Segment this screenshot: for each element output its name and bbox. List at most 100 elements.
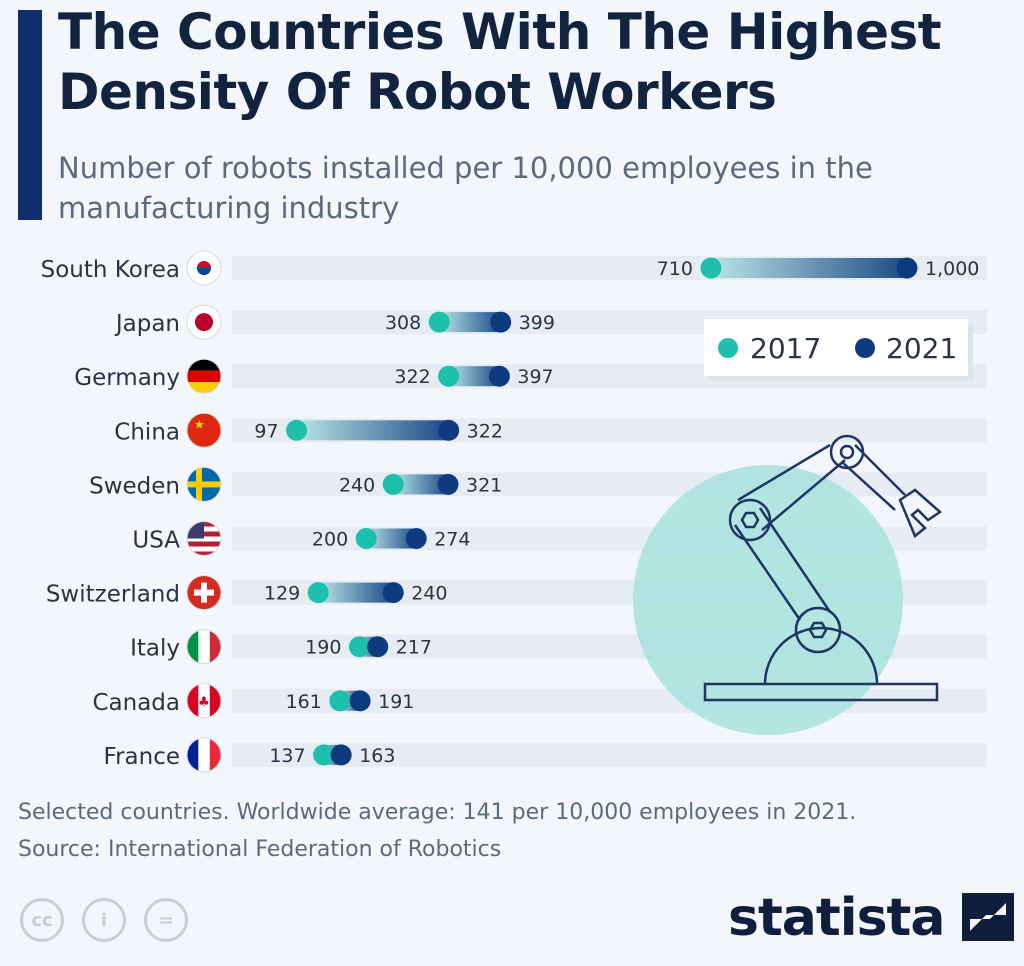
country-label: Germany [74, 365, 180, 391]
point-2021 [330, 744, 352, 766]
value-label-2021: 1,000 [925, 258, 979, 280]
flag-stripe [187, 737, 199, 772]
flag-star: ★ [194, 417, 205, 431]
flag-icon-sweden [187, 467, 221, 502]
value-label-2021: 217 [396, 637, 432, 659]
flag-cross [194, 589, 214, 596]
legend-marker-2021 [855, 338, 875, 358]
statista-logo[interactable]: statista [728, 888, 1014, 948]
value-label-2021: 163 [359, 745, 395, 767]
value-label-2021: 321 [466, 474, 502, 496]
flag-cross [187, 481, 221, 488]
dumbbell-bar [366, 528, 417, 549]
flag-stripe [187, 359, 221, 371]
title-accent-bar [18, 10, 42, 220]
country-label: USA [132, 528, 180, 554]
flag-border [186, 575, 222, 611]
point-2017 [313, 744, 335, 766]
country-label: China [114, 419, 180, 445]
point-2021 [490, 311, 512, 333]
country-label: Sweden [89, 473, 180, 499]
legend-label-2021: 2021 [886, 332, 957, 365]
flag-stripe [198, 629, 210, 664]
point-2021 [382, 582, 404, 604]
value-label-2021: 240 [411, 583, 447, 605]
flag-stripe [187, 546, 221, 552]
flag-stripe [187, 382, 221, 394]
page-title: The Countries With The Highest Density O… [58, 3, 942, 121]
point-2017 [307, 582, 329, 604]
robot-illustration [633, 434, 943, 735]
value-label-2017: 97 [254, 420, 278, 442]
value-label-2021: 191 [378, 691, 414, 713]
point-2021 [488, 365, 510, 387]
flag-border [186, 629, 222, 665]
flag-border [186, 304, 222, 340]
country-label: South Korea [41, 257, 180, 283]
point-2017 [700, 257, 722, 279]
value-label-2017: 240 [339, 474, 375, 496]
chart-row-china: China ★ 97 322 [114, 412, 987, 448]
value-label-2017: 129 [264, 583, 300, 605]
flag-icon-japan [187, 305, 221, 340]
point-2017 [428, 311, 450, 333]
flag-stripe [187, 683, 199, 718]
cc-license-icon[interactable]: cc [20, 898, 64, 942]
chart-row-south-korea: South Korea 710 1,000 [41, 250, 987, 286]
attribution-icon[interactable]: i [82, 898, 126, 942]
point-2017 [348, 636, 370, 658]
value-label-2017: 190 [305, 637, 341, 659]
flag-stripe [187, 536, 221, 542]
point-2021 [405, 528, 427, 549]
flag-icon-south-korea [187, 251, 221, 285]
value-label-2017: 161 [286, 691, 322, 713]
flag-border [186, 358, 222, 394]
page-subtitle: Number of robots installed per 10,000 em… [58, 151, 873, 225]
flag-stripe [198, 737, 210, 772]
flag-stripe [187, 629, 199, 664]
value-label-2017: 308 [385, 312, 421, 334]
point-2021 [349, 690, 371, 712]
country-label: Switzerland [46, 582, 180, 608]
point-2021 [367, 636, 389, 658]
value-label-2017: 200 [312, 529, 348, 551]
point-2017 [286, 419, 308, 441]
value-label-2021: 322 [467, 420, 503, 442]
dumbbell-bar [318, 582, 394, 603]
statista-logo-icon [961, 893, 1014, 941]
value-label-2017: 137 [269, 745, 305, 767]
dumbbell-bar [710, 258, 907, 278]
point-2017 [382, 473, 404, 495]
legend-marker-2017 [718, 338, 738, 358]
dumbbell-bar [393, 474, 448, 495]
footnote: Selected countries. Worldwide average: 1… [18, 800, 857, 825]
flag-disc-half [197, 268, 211, 275]
flag-icon-usa [187, 521, 221, 556]
no-derivatives-icon[interactable]: = [144, 898, 188, 942]
chart-row-sweden: Sweden 240 321 [89, 466, 987, 502]
flag-leaf: ♣ [198, 695, 210, 710]
statista-logo-text: statista [728, 888, 945, 948]
value-label-2021: 274 [434, 529, 470, 551]
flag-bg [187, 413, 221, 448]
flag-icon-france [187, 737, 221, 772]
value-label-2021: 397 [517, 366, 553, 388]
point-2021 [438, 419, 460, 441]
flag-border [186, 412, 222, 448]
value-label-2017: 710 [657, 258, 693, 280]
value-label-2017: 322 [394, 366, 430, 388]
row-track [232, 742, 987, 767]
flag-border [186, 466, 222, 502]
country-label: Japan [114, 311, 180, 337]
flag-stripe [198, 683, 210, 718]
source-note: Source: International Federation of Robo… [18, 837, 502, 862]
flag-icon-canada: ♣ [187, 683, 221, 718]
value-label-2021: 399 [519, 312, 555, 334]
row-track [232, 472, 987, 497]
flag-icon-switzerland [187, 575, 221, 610]
dumbbell-bar [439, 312, 501, 333]
flag-stripe [187, 370, 221, 382]
point-2017 [438, 365, 460, 387]
